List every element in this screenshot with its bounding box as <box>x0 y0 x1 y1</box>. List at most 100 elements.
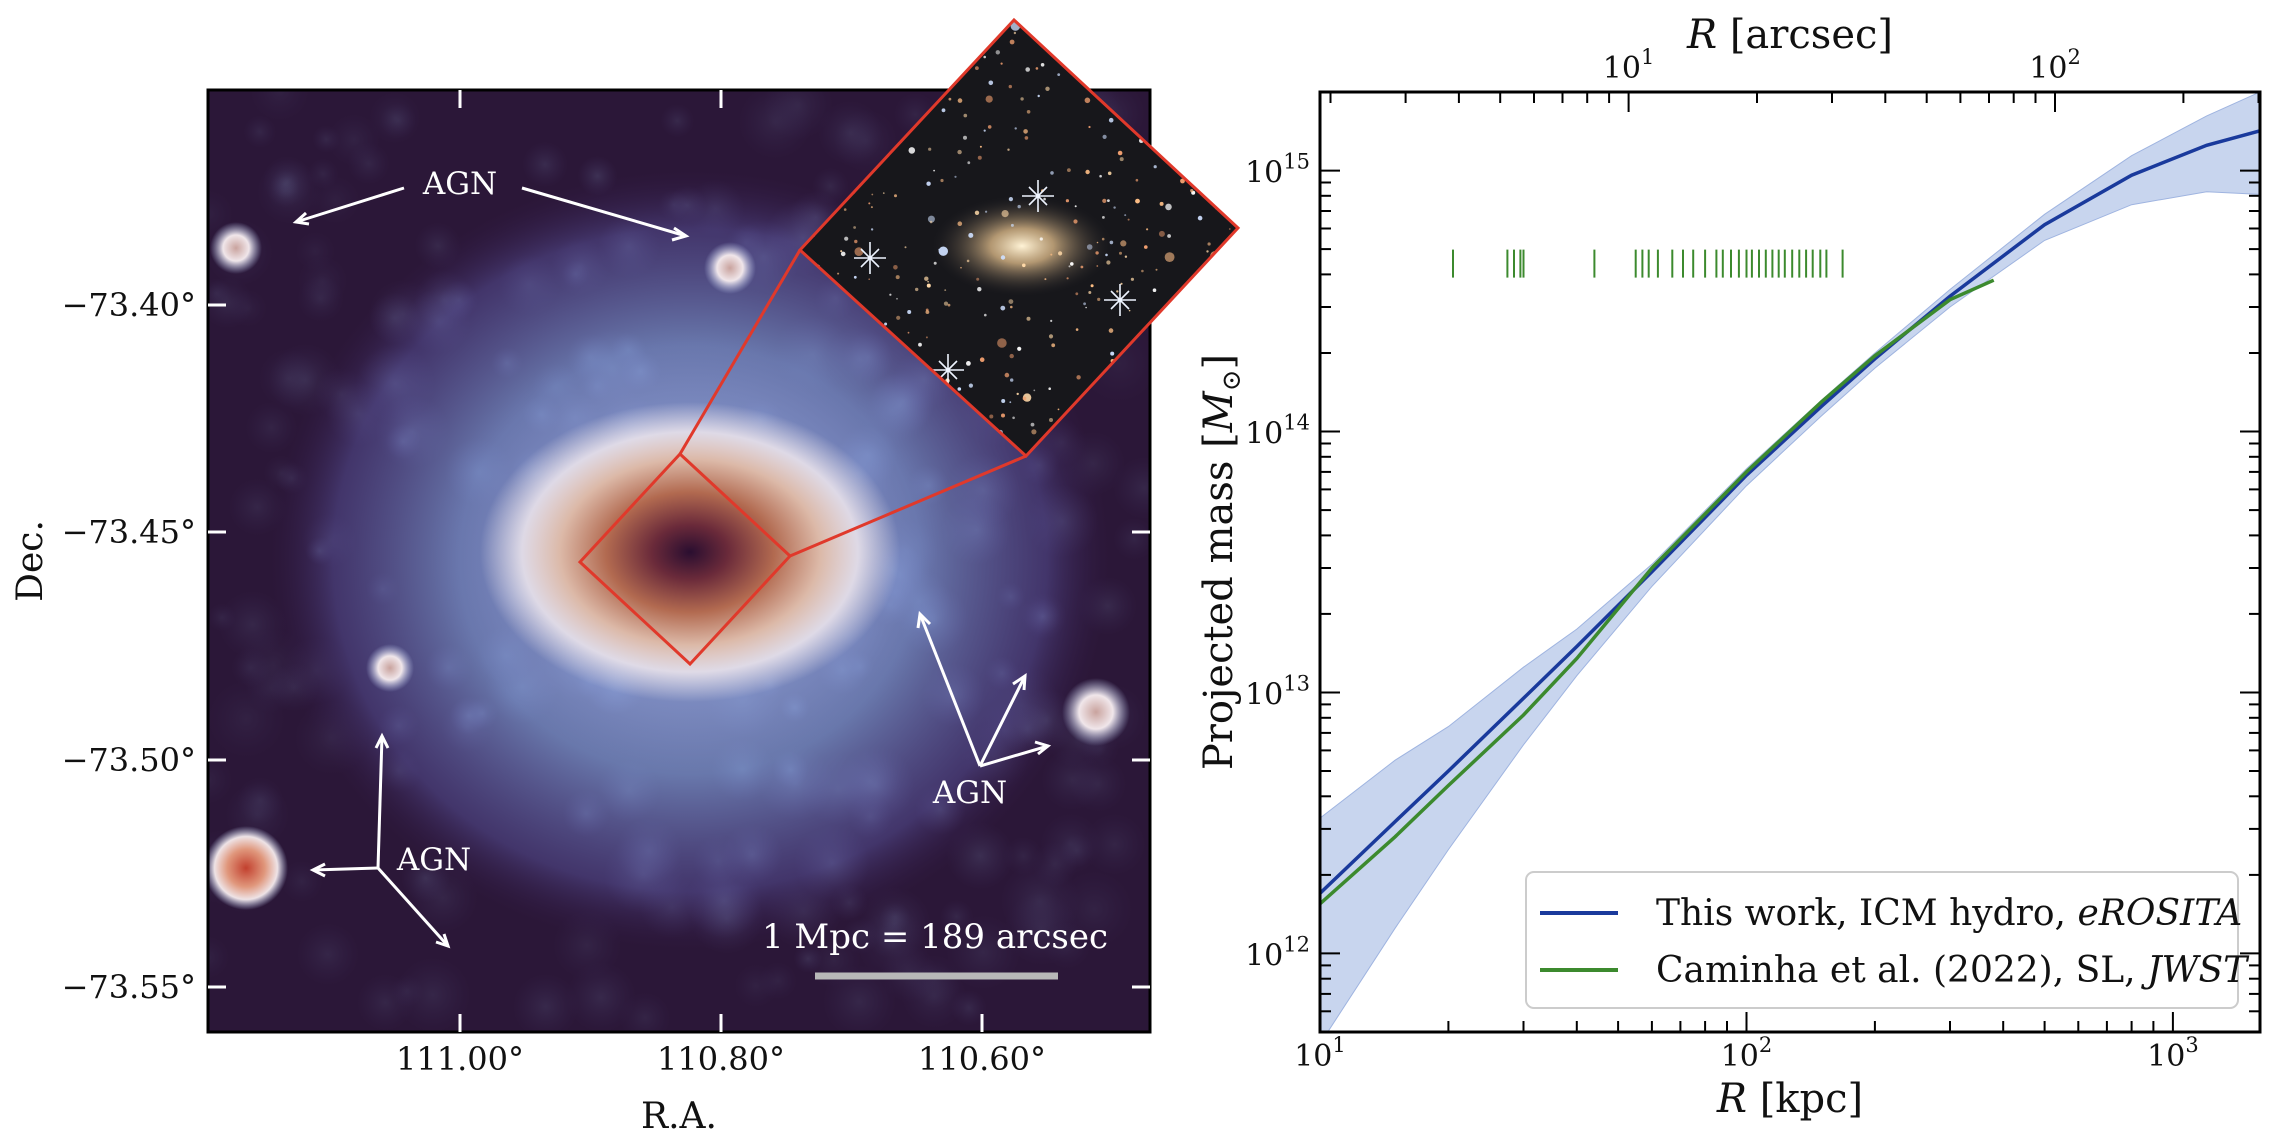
dec-axis-label: Dec. <box>10 520 51 602</box>
inset-star <box>1120 240 1127 247</box>
inset-star <box>1080 265 1084 269</box>
xray-noise-blob <box>208 755 233 805</box>
inset-star <box>977 287 982 292</box>
agn-label: AGN <box>422 166 497 202</box>
inset-star <box>983 55 986 59</box>
inset-star <box>1227 119 1231 123</box>
inset-star <box>854 49 860 56</box>
inset-star <box>1097 297 1101 301</box>
inset-star <box>840 250 843 253</box>
inset-star <box>840 251 846 257</box>
inset-star <box>1155 66 1157 69</box>
xray-noise-blob <box>394 957 471 1032</box>
inset-star <box>923 34 929 39</box>
inset-star <box>1025 67 1030 72</box>
inset-star <box>925 310 930 314</box>
inset-star <box>1068 265 1071 268</box>
inset-star <box>884 322 888 326</box>
inset-star <box>1130 277 1134 281</box>
inset-star <box>946 61 952 66</box>
inset-star <box>1228 198 1231 201</box>
inset-star <box>1196 318 1200 321</box>
inset-bright-star <box>854 242 886 274</box>
inset-star <box>1073 219 1078 224</box>
inset-star <box>1031 429 1037 435</box>
inset-star <box>1017 204 1021 209</box>
inset-star <box>1236 348 1238 351</box>
tick-label: 102 <box>1721 1033 1773 1074</box>
inset-star <box>1146 228 1149 231</box>
inset-star <box>1152 288 1157 293</box>
inset-star <box>1127 218 1130 221</box>
inset-star <box>977 155 982 160</box>
inset-star <box>1206 250 1209 253</box>
inset-star <box>1192 316 1197 321</box>
xray-noise-blob <box>822 964 897 1032</box>
inset-star <box>1197 293 1202 298</box>
inset-star <box>933 261 937 265</box>
inset-star <box>1109 240 1114 245</box>
agn-label: AGN <box>396 842 471 878</box>
inset-star <box>827 50 832 55</box>
inset-star <box>907 310 912 314</box>
inset-star <box>1035 67 1039 70</box>
inset-star <box>986 35 991 40</box>
inset-star <box>1076 375 1081 380</box>
inset-star <box>869 30 872 33</box>
inset-star <box>1141 269 1144 273</box>
inset-star <box>1051 343 1056 348</box>
inset-star <box>1100 82 1104 87</box>
inset-star <box>1037 94 1040 98</box>
inset-star <box>1222 185 1226 190</box>
inset-star <box>960 266 962 269</box>
inset-star <box>846 86 850 89</box>
inset-star <box>1033 389 1036 392</box>
inset-star <box>1188 73 1193 78</box>
inset-star <box>1218 41 1220 44</box>
inset-star <box>941 108 946 113</box>
inset-star <box>1010 305 1013 309</box>
inset-star <box>929 220 933 224</box>
inset-star <box>1058 20 1062 23</box>
inset-star <box>853 226 856 229</box>
xray-noise-blob <box>945 914 1021 991</box>
inset-star <box>1083 302 1086 306</box>
inset-star <box>849 69 853 73</box>
xray-noise-blob <box>1113 517 1150 561</box>
inset-star <box>956 69 961 75</box>
xray-noise-blob <box>522 141 568 188</box>
inset-star <box>928 147 932 151</box>
inset-star <box>1217 191 1221 195</box>
inset-star <box>1000 305 1006 311</box>
inset-star <box>1135 198 1140 204</box>
xray-noise-blob <box>243 115 277 149</box>
inset-star <box>940 178 944 183</box>
inset-star <box>1010 223 1014 227</box>
inset-star <box>889 293 892 296</box>
xray-noise-blob <box>737 90 813 160</box>
inset-star <box>1226 156 1231 162</box>
inset-bright-star <box>1104 284 1136 316</box>
inset-star <box>1155 268 1158 271</box>
inset-star <box>985 210 988 213</box>
inset-star <box>1001 413 1005 418</box>
inset-star <box>1088 125 1091 129</box>
series-band-erosita <box>1320 92 2260 1032</box>
inset-star <box>1023 129 1028 134</box>
inset-star <box>1044 278 1047 281</box>
inset-star <box>1105 253 1108 257</box>
inset-star <box>815 53 819 57</box>
xray-noise-blob <box>1031 841 1078 888</box>
inset-star <box>1075 328 1079 331</box>
inset-star <box>1124 214 1127 217</box>
inset-star <box>1107 199 1110 203</box>
inset-star <box>1010 378 1014 382</box>
inset-star <box>987 125 992 129</box>
inset-star <box>943 301 949 306</box>
inset-star <box>1050 319 1053 322</box>
inset-star <box>1176 347 1181 352</box>
top-x-axis-label: R [arcsec] <box>1686 12 1893 58</box>
inset-star <box>1165 203 1172 211</box>
inset-star <box>1022 263 1026 268</box>
